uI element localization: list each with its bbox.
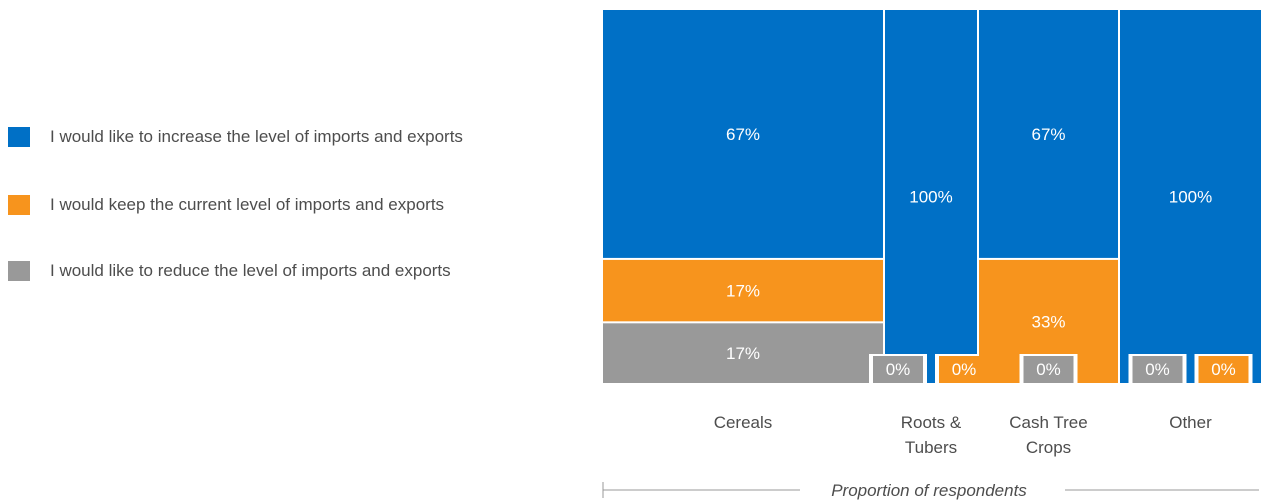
data-label-roots-and-tubers-increase: 100% bbox=[909, 188, 952, 207]
data-label-cash-tree-crops-reduce: 0% bbox=[1036, 360, 1061, 379]
data-label-cereals-keep: 17% bbox=[726, 282, 760, 301]
legend-swatch-keep bbox=[8, 195, 30, 215]
data-label-roots-and-tubers-reduce: 0% bbox=[886, 360, 911, 379]
bar-cereals-reduce bbox=[603, 323, 883, 383]
bar-other-keep bbox=[1198, 356, 1249, 383]
bar-other-reduce bbox=[1132, 356, 1183, 383]
legend-swatch-reduce bbox=[8, 261, 30, 281]
legend-swatch-increase bbox=[8, 127, 30, 147]
bar-other-increase bbox=[1120, 10, 1261, 383]
bar-cereals-increase bbox=[603, 10, 883, 258]
data-label-other-keep: 0% bbox=[1211, 360, 1236, 379]
category-label-cereals: Cereals bbox=[714, 413, 773, 432]
legend-label-reduce: I would like to reduce the level of impo… bbox=[50, 261, 451, 280]
x-axis-title: Proportion of respondents bbox=[831, 481, 1027, 500]
data-label-other-reduce: 0% bbox=[1145, 360, 1170, 379]
bar-roots-and-tubers-increase bbox=[885, 10, 977, 383]
legend-label-keep: I would keep the current level of import… bbox=[50, 195, 445, 214]
data-label-cereals-reduce: 17% bbox=[726, 344, 760, 363]
data-label-cereals-increase: 67% bbox=[726, 125, 760, 144]
category-label-other: Other bbox=[1169, 413, 1212, 432]
category-label-cash-tree-crops: Cash Tree Crops bbox=[1009, 413, 1087, 457]
data-label-cash-tree-crops-keep: 33% bbox=[1031, 312, 1065, 331]
category-label-roots-and-tubers: Roots & Tubers bbox=[901, 413, 962, 457]
bar-cash-tree-crops-reduce bbox=[1023, 356, 1074, 383]
data-label-other-increase: 100% bbox=[1169, 188, 1212, 207]
data-label-roots-and-tubers-keep: 0% bbox=[952, 360, 977, 379]
bar-cereals-keep bbox=[603, 259, 883, 322]
legend-label-increase: I would like to increase the level of im… bbox=[50, 127, 463, 146]
bar-roots-and-tubers-reduce bbox=[873, 356, 923, 383]
data-label-cash-tree-crops-increase: 67% bbox=[1031, 125, 1065, 144]
bar-cash-tree-crops-increase bbox=[979, 10, 1118, 258]
